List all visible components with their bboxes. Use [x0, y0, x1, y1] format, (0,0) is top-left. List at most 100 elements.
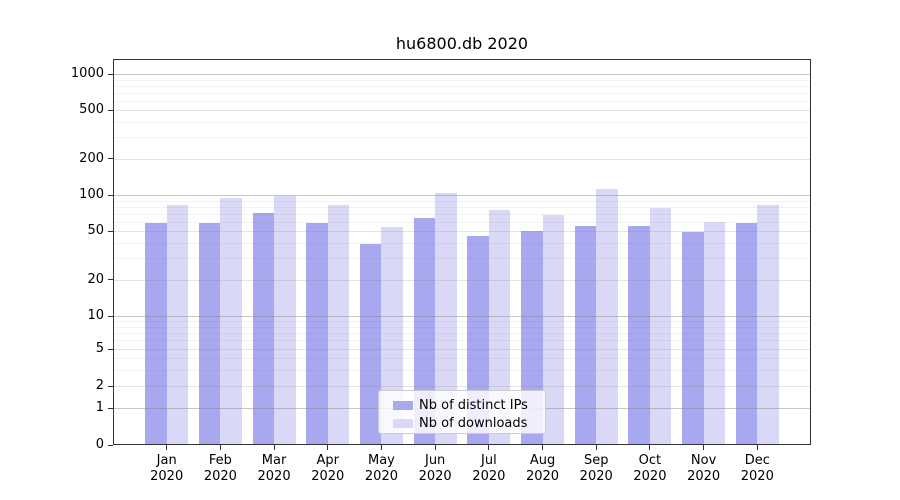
legend-item-downloads: Nb of downloads — [393, 415, 539, 432]
y-tick-mark — [108, 279, 113, 281]
x-tick-label: Mar 2020 — [257, 453, 291, 484]
y-tick-mark — [108, 109, 113, 111]
x-tick-mark — [488, 445, 490, 450]
gridline — [113, 258, 811, 260]
y-tick-mark — [108, 348, 113, 350]
legend: Nb of distinct IPs Nb of downloads — [378, 390, 546, 434]
legend-swatch-distinct-ips — [393, 401, 413, 410]
x-tick-label: Apr 2020 — [311, 453, 345, 484]
y-tick-label: 200 — [79, 150, 104, 166]
gridline — [113, 122, 811, 124]
bar-distinct-ips — [682, 232, 704, 445]
legend-label-downloads: Nb of downloads — [419, 416, 528, 431]
gridline — [113, 110, 811, 112]
x-tick-mark — [595, 445, 597, 450]
bar-downloads — [649, 208, 672, 445]
x-tick-mark — [703, 445, 705, 450]
y-tick-mark — [108, 315, 113, 317]
gridline — [113, 279, 811, 281]
gridline — [113, 369, 811, 371]
x-tick-mark — [219, 445, 221, 450]
bar-downloads — [435, 192, 457, 445]
gridline — [113, 200, 811, 202]
gridline — [113, 74, 811, 75]
gridline — [113, 158, 811, 160]
bar-distinct-ips — [628, 226, 650, 445]
x-tick-mark — [434, 445, 436, 450]
y-tick-mark — [108, 158, 113, 160]
gridline — [113, 316, 811, 317]
chart-title: hu6800.db 2020 — [395, 34, 529, 53]
bar-downloads — [703, 221, 726, 445]
gridline — [113, 85, 811, 87]
gridline — [113, 206, 811, 208]
bar-distinct-ips — [735, 222, 758, 445]
x-tick-label: Nov 2020 — [687, 453, 721, 484]
gridline — [113, 386, 811, 387]
bar-distinct-ips — [413, 218, 436, 445]
bar-distinct-ips — [145, 222, 167, 445]
bar-distinct-ips — [306, 222, 328, 445]
bar-downloads — [166, 205, 189, 445]
bar-downloads — [327, 205, 350, 445]
x-tick-label: Aug 2020 — [525, 453, 560, 484]
legend-swatch-downloads — [393, 419, 413, 428]
gridline — [113, 332, 811, 334]
bar-downloads — [596, 189, 618, 445]
bar-distinct-ips — [252, 212, 275, 445]
gridline — [113, 213, 811, 215]
x-tick-label: Jun 2020 — [418, 453, 452, 484]
gridline — [113, 340, 811, 342]
y-tick-label: 5 — [95, 341, 104, 356]
x-tick-label: Jul 2020 — [472, 453, 506, 484]
bar-distinct-ips — [359, 244, 382, 445]
gridline — [113, 195, 811, 196]
x-tick-mark — [756, 445, 758, 450]
gridline — [113, 321, 811, 323]
plot-area — [113, 59, 811, 445]
y-tick-mark — [108, 230, 113, 232]
gridline — [113, 243, 811, 245]
legend-label-distinct-ips: Nb of distinct IPs — [419, 398, 528, 413]
x-tick-mark — [542, 445, 544, 450]
x-tick-label: Feb 2020 — [203, 453, 237, 484]
y-tick-label: 0 — [95, 437, 104, 452]
x-tick-mark — [380, 445, 382, 450]
x-tick-label: Sep 2020 — [579, 453, 613, 484]
y-tick-mark — [108, 73, 113, 75]
legend-item-distinct-ips: Nb of distinct IPs — [393, 397, 539, 414]
gridline — [113, 231, 811, 233]
gridline — [113, 326, 811, 328]
y-tick-label: 1000 — [70, 66, 104, 81]
x-tick-label: Dec 2020 — [740, 453, 774, 484]
gridline — [113, 92, 811, 94]
gridline — [113, 100, 811, 102]
gridline — [113, 349, 811, 350]
x-tick-label: Oct 2020 — [633, 453, 667, 484]
x-tick-label: Jan 2020 — [150, 453, 184, 484]
x-tick-label: May 2020 — [364, 453, 398, 484]
y-tick-label: 20 — [87, 271, 104, 287]
y-tick-label: 2 — [95, 378, 104, 393]
y-tick-label: 500 — [79, 102, 104, 118]
bar-downloads — [220, 197, 242, 445]
bar-downloads — [542, 215, 565, 445]
y-tick-label: 50 — [87, 223, 104, 239]
y-tick-label: 1 — [95, 400, 104, 415]
gridline — [113, 358, 811, 359]
bar-downloads — [488, 210, 511, 445]
y-tick-mark — [108, 444, 113, 446]
bar-downloads — [274, 196, 296, 445]
y-tick-mark — [108, 407, 113, 409]
bar-distinct-ips — [198, 222, 221, 445]
x-tick-mark — [327, 445, 329, 450]
x-tick-mark — [273, 445, 275, 450]
y-tick-label: 100 — [79, 187, 104, 202]
y-tick-mark — [108, 385, 113, 387]
gridline — [113, 137, 811, 139]
gridline — [113, 221, 811, 223]
x-tick-mark — [166, 445, 168, 450]
bar-distinct-ips — [574, 226, 597, 445]
bar-downloads — [757, 204, 779, 445]
